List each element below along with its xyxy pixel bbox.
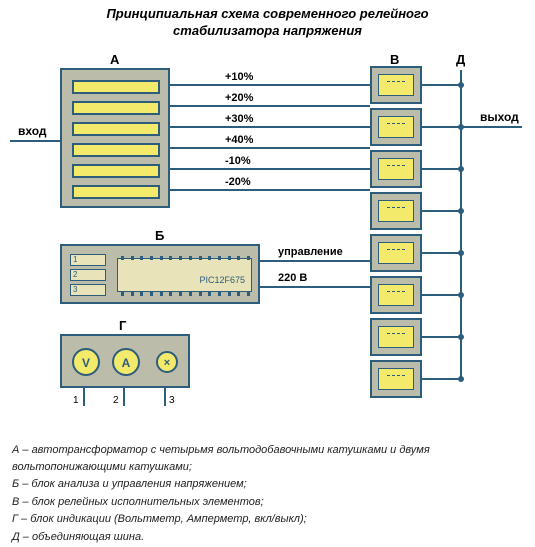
v220-label: 220 В bbox=[278, 272, 307, 284]
label-b: Б bbox=[155, 228, 164, 243]
tap-label-6: -20% bbox=[225, 176, 251, 188]
wire-bus-8 bbox=[422, 378, 462, 380]
relay-1 bbox=[370, 66, 422, 104]
port-1: 1 bbox=[70, 254, 106, 266]
meter-num-3: 3 bbox=[169, 395, 175, 406]
coil-5 bbox=[72, 164, 160, 178]
node-6 bbox=[458, 292, 464, 298]
wire-bus-1 bbox=[422, 84, 462, 86]
block-a-autotransformer bbox=[60, 68, 170, 208]
wire-bus-3 bbox=[422, 168, 462, 170]
coil-2 bbox=[72, 101, 160, 115]
title-line-1: Принципиальная схема современного релейн… bbox=[106, 6, 428, 21]
relay-7 bbox=[370, 318, 422, 356]
label-v: В bbox=[390, 52, 399, 67]
tap-label-1: +10% bbox=[225, 71, 253, 83]
port-2: 2 bbox=[70, 269, 106, 281]
coil-3 bbox=[72, 122, 160, 136]
label-a: А bbox=[110, 52, 119, 67]
wire-control bbox=[260, 260, 370, 262]
tap-label-2: +20% bbox=[225, 92, 253, 104]
relay-2 bbox=[370, 108, 422, 146]
tap-label-5: -10% bbox=[225, 155, 251, 167]
coil-1 bbox=[72, 80, 160, 94]
tap-label-3: +30% bbox=[225, 113, 253, 125]
node-8 bbox=[458, 376, 464, 382]
wire-bus-4 bbox=[422, 210, 462, 212]
block-b-controller: 1 2 3 PIC12F675 bbox=[60, 244, 260, 304]
wire-tap-2 bbox=[170, 105, 370, 107]
coil-4 bbox=[72, 143, 160, 157]
relay-8 bbox=[370, 360, 422, 398]
ammeter-icon: A bbox=[112, 348, 140, 376]
wire-tap-3 bbox=[170, 126, 370, 128]
coil-6 bbox=[72, 185, 160, 199]
wire-bus-5 bbox=[422, 252, 462, 254]
voltmeter-icon: V bbox=[72, 348, 100, 376]
node-7 bbox=[458, 334, 464, 340]
wire-tap-6 bbox=[170, 189, 370, 191]
legend-b: Б – блок анализа и управления напряжение… bbox=[12, 476, 522, 493]
input-label: вход bbox=[18, 124, 47, 138]
relay-5 bbox=[370, 234, 422, 272]
chip-label: PIC12F675 bbox=[199, 275, 245, 285]
port-3: 3 bbox=[70, 284, 106, 296]
meter-lead-3 bbox=[164, 388, 166, 406]
block-g-indicators: V A × bbox=[60, 334, 190, 388]
wire-tap-1 bbox=[170, 84, 370, 86]
relay-6 bbox=[370, 276, 422, 314]
meter-num-1: 1 bbox=[73, 395, 79, 406]
label-d: Д bbox=[456, 52, 465, 67]
wire-tap-5 bbox=[170, 168, 370, 170]
legend-v: В – блок релейных исполнительных элемент… bbox=[12, 494, 522, 511]
legend-g: Г – блок индикации (Вольтметр, Амперметр… bbox=[12, 511, 522, 528]
diagram-canvas: Принципиальная схема современного релейн… bbox=[0, 0, 535, 547]
node-1 bbox=[458, 82, 464, 88]
meter-lead-2 bbox=[123, 388, 125, 406]
legend-d: Д – объединяющая шина. bbox=[12, 529, 522, 546]
switch-icon: × bbox=[156, 351, 178, 373]
wire-bus-7 bbox=[422, 336, 462, 338]
output-label: выход bbox=[480, 110, 519, 124]
relay-4 bbox=[370, 192, 422, 230]
relay-3 bbox=[370, 150, 422, 188]
wire-tap-4 bbox=[170, 147, 370, 149]
diagram-title: Принципиальная схема современного релейн… bbox=[0, 6, 535, 40]
label-g: Г bbox=[119, 318, 126, 333]
wire-input bbox=[10, 140, 60, 142]
wire-output bbox=[462, 126, 522, 128]
tap-label-4: +40% bbox=[225, 134, 253, 146]
meter-lead-1 bbox=[83, 388, 85, 406]
bus-d bbox=[460, 70, 462, 370]
chip-pic: PIC12F675 bbox=[117, 258, 252, 292]
title-line-2: стабилизатора напряжения bbox=[173, 23, 362, 38]
wire-bus-2 bbox=[422, 126, 462, 128]
node-3 bbox=[458, 166, 464, 172]
node-4 bbox=[458, 208, 464, 214]
control-label: управление bbox=[278, 246, 343, 258]
wire-bus-6 bbox=[422, 294, 462, 296]
legend-a: А – автотрансформатор с четырьмя вольтод… bbox=[12, 442, 522, 475]
legend: А – автотрансформатор с четырьмя вольтод… bbox=[12, 442, 522, 546]
node-5 bbox=[458, 250, 464, 256]
wire-220v bbox=[260, 286, 370, 288]
meter-num-2: 2 bbox=[113, 395, 119, 406]
